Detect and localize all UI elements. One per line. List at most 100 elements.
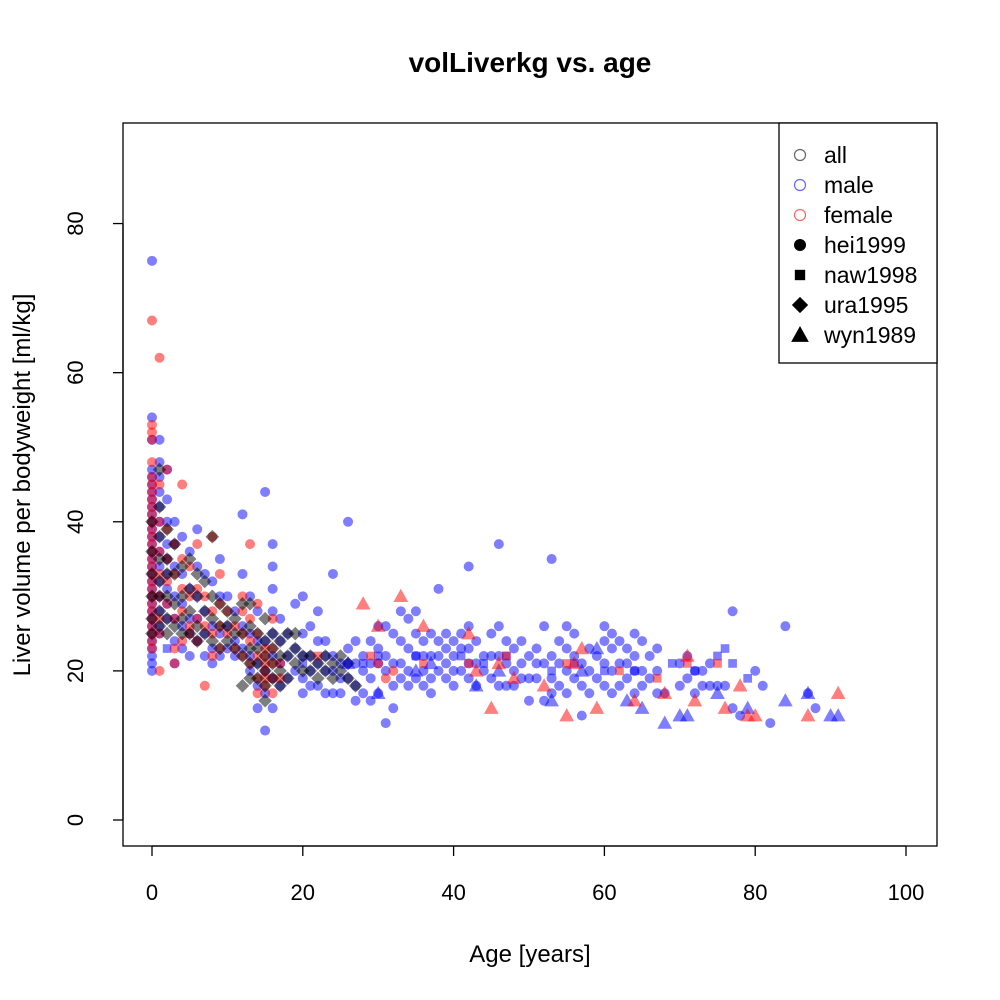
data-point-hei1999-female bbox=[199, 680, 210, 691]
data-point-wyn1989-female bbox=[468, 663, 484, 677]
data-point-ura1995-all bbox=[175, 589, 189, 604]
data-point-hei1999-male bbox=[365, 636, 376, 647]
data-point-hei1999-male bbox=[493, 539, 504, 550]
data-point-hei1999-male bbox=[637, 680, 648, 691]
data-point-wyn1989-female bbox=[491, 655, 507, 670]
data-point-wyn1989-female bbox=[589, 700, 605, 714]
data-point-wyn1989-male bbox=[657, 715, 673, 729]
data-point-wyn1989-female bbox=[461, 626, 477, 640]
data-point-hei1999-male bbox=[418, 636, 429, 647]
data-point-hei1999-male bbox=[561, 621, 572, 632]
data-point-hei1999-male bbox=[546, 650, 557, 661]
data-point-hei1999-male bbox=[237, 568, 248, 579]
data-point-ura1995-all bbox=[160, 522, 174, 537]
data-point-wyn1989-male bbox=[777, 693, 793, 707]
legend-female-icon bbox=[793, 208, 807, 222]
data-point-hei1999-female bbox=[207, 650, 218, 661]
data-point-hei1999-male bbox=[629, 650, 640, 661]
data-point-hei1999-male bbox=[343, 643, 354, 654]
data-point-ura1995-all bbox=[190, 589, 205, 604]
y-tick-label: 40 bbox=[63, 510, 88, 534]
data-point-ura1995-all bbox=[228, 611, 242, 626]
data-point-wyn1989-male bbox=[468, 678, 484, 692]
data-point-hei1999-male bbox=[350, 695, 361, 706]
data-point-hei1999-male bbox=[606, 643, 617, 654]
data-point-ura1995-all bbox=[258, 649, 272, 663]
x-tick-label: 60 bbox=[592, 880, 616, 905]
data-point-hei1999-male bbox=[395, 658, 406, 669]
data-point-wyn1989-male bbox=[589, 640, 605, 655]
data-point-wyn1989-female bbox=[732, 678, 748, 692]
data-point-ura1995-all bbox=[145, 544, 159, 559]
data-point-hei1999-male bbox=[456, 665, 467, 676]
data-point-wyn1989-male bbox=[634, 700, 650, 714]
data-point-ura1995-all bbox=[167, 619, 182, 633]
data-point-ura1995-all bbox=[235, 649, 250, 663]
data-point-hei1999-male bbox=[524, 650, 534, 661]
data-point-wyn1989-female bbox=[574, 640, 590, 655]
data-point-hei1999-male bbox=[441, 658, 452, 669]
data-point-ura1995-all bbox=[152, 462, 167, 477]
data-point-hei1999-male bbox=[448, 650, 459, 661]
data-point-hei1999-male bbox=[380, 718, 391, 729]
x-tick-label: 0 bbox=[146, 880, 158, 905]
data-point-hei1999-male bbox=[441, 673, 452, 684]
data-point-ura1995-all bbox=[250, 626, 265, 641]
data-point-hei1999-male bbox=[410, 606, 421, 617]
data-point-hei1999-male bbox=[169, 516, 180, 527]
data-point-ura1995-all bbox=[167, 537, 182, 551]
data-point-hei1999-male bbox=[569, 628, 580, 639]
data-point-ura1995-all bbox=[167, 567, 182, 581]
y-axis-label: Liver volume per bodyweight [ml/kg] bbox=[9, 294, 36, 677]
data-point-ura1995-all bbox=[152, 619, 167, 633]
y-tick-label: 60 bbox=[63, 360, 88, 384]
data-point-hei1999-male bbox=[576, 710, 587, 721]
data-point-hei1999-male bbox=[501, 636, 512, 647]
data-point-ura1995-all bbox=[220, 634, 235, 648]
data-point-ura1995-all bbox=[190, 634, 205, 648]
data-point-hei1999-female bbox=[214, 568, 225, 579]
data-point-hei1999-male bbox=[606, 688, 617, 699]
data-point-hei1999-male bbox=[599, 621, 610, 632]
data-point-hei1999-male bbox=[214, 554, 225, 565]
data-point-hei1999-male bbox=[606, 628, 617, 639]
data-point-hei1999-male bbox=[516, 658, 527, 669]
x-axis-label: Age [years] bbox=[469, 941, 590, 968]
data-point-naw1998-male bbox=[479, 659, 489, 668]
data-point-wyn1989-male bbox=[544, 693, 559, 707]
data-point-wyn1989-female bbox=[657, 685, 673, 699]
data-point-ura1995-all bbox=[160, 611, 174, 626]
data-point-hei1999-male bbox=[516, 636, 527, 647]
data-point-ura1995-all bbox=[235, 626, 250, 641]
data-point-hei1999-male bbox=[448, 636, 459, 647]
data-point-hei1999-male bbox=[343, 516, 354, 527]
data-point-ura1995-all bbox=[311, 671, 325, 686]
data-point-hei1999-male bbox=[441, 643, 452, 654]
data-point-naw1998-female bbox=[502, 651, 511, 661]
x-tick-label: 20 bbox=[291, 880, 315, 905]
data-point-hei1999-male bbox=[622, 643, 633, 654]
data-point-hei1999-male bbox=[267, 561, 278, 572]
data-point-ura1995-all bbox=[258, 693, 272, 708]
data-point-wyn1989-male bbox=[800, 685, 816, 699]
data-point-wyn1989-male bbox=[710, 685, 725, 699]
data-point-hei1999-male bbox=[546, 554, 557, 565]
data-point-naw1998-male bbox=[547, 666, 556, 676]
data-point-hei1999-male bbox=[267, 703, 278, 714]
data-point-naw1998-male bbox=[690, 666, 700, 676]
data-point-ura1995-all bbox=[145, 626, 159, 641]
data-point-ura1995-all bbox=[182, 604, 197, 619]
data-point-hei1999-female bbox=[169, 658, 180, 669]
legend-label-naw1998: naw1998 bbox=[824, 262, 917, 288]
data-point-wyn1989-male bbox=[679, 708, 695, 722]
data-point-hei1999-male bbox=[554, 680, 565, 691]
data-point-hei1999-female bbox=[154, 352, 165, 363]
data-point-hei1999-male bbox=[358, 688, 369, 699]
data-point-naw1998-male bbox=[720, 644, 730, 653]
data-point-naw1998-female bbox=[713, 659, 722, 668]
data-point-hei1999-male bbox=[576, 680, 587, 691]
data-point-hei1999-male bbox=[780, 621, 791, 632]
data-point-ura1995-all bbox=[258, 634, 272, 648]
data-point-ura1995-all bbox=[258, 679, 272, 693]
axes: 0 20 40 60 80 100 0 20 40 60 80 bbox=[63, 211, 924, 905]
